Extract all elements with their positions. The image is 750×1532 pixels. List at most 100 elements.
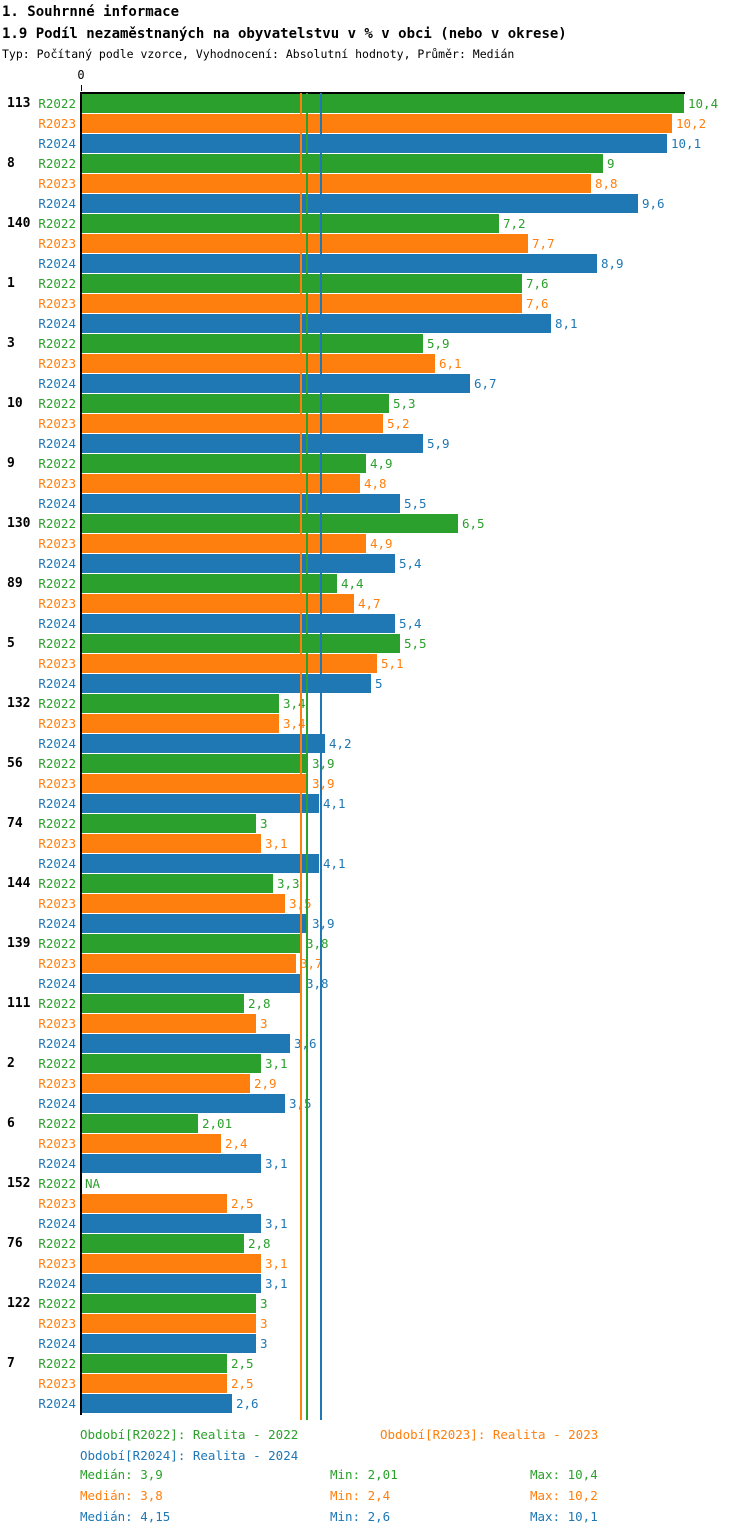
series-row-label: R2022 [38, 756, 76, 771]
bar-value-label: 3 [260, 1336, 268, 1351]
group-label: 113 [7, 96, 31, 111]
bar-value-label: 3,8 [306, 976, 329, 991]
series-row-label: R2022 [38, 156, 76, 171]
series-row-label: R2024 [38, 196, 76, 211]
bar-segment [82, 1154, 261, 1173]
bar-value-label: 2,5 [231, 1356, 254, 1371]
group-label: 2 [7, 1056, 15, 1071]
bar-value-label: 7,7 [532, 236, 555, 251]
bar-value-label: 10,4 [688, 96, 719, 111]
bar-value-label: 3,1 [265, 1216, 288, 1231]
bar-segment [82, 774, 308, 793]
legend-min-value: Min: 2,4 [330, 1488, 391, 1503]
series-row-label: R2024 [38, 316, 76, 331]
series-row-label: R2024 [38, 736, 76, 751]
group-label: 89 [7, 576, 23, 591]
bar-value-label: 3,1 [265, 1156, 288, 1171]
bar-value-label: 5 [375, 676, 383, 691]
bar-segment [82, 1214, 261, 1233]
bar-value-label: 5,2 [387, 416, 410, 431]
series-row-label: R2024 [38, 1336, 76, 1351]
bar-value-label: 3 [260, 1016, 268, 1031]
bar-segment [82, 394, 389, 413]
axis-tick [81, 85, 82, 91]
series-row-label: R2023 [38, 1016, 76, 1031]
bar-value-label: 9 [607, 156, 615, 171]
series-row-label: R2023 [38, 956, 76, 971]
bar-value-label: 4,7 [358, 596, 381, 611]
bar-segment [82, 334, 423, 353]
bar-segment [82, 954, 296, 973]
bar-value-label: 3,1 [265, 1276, 288, 1291]
median-line-r2022 [306, 93, 308, 1420]
bar-segment [82, 534, 366, 553]
series-row-label: R2024 [38, 496, 76, 511]
bar-segment [82, 1014, 256, 1033]
series-row-label: R2022 [38, 276, 76, 291]
bar-value-label: 5,3 [393, 396, 416, 411]
bar-segment [82, 434, 423, 453]
median-line-r2023 [300, 93, 302, 1420]
series-row-label: R2024 [38, 916, 76, 931]
bar-segment [82, 1134, 221, 1153]
axis-top-line [81, 92, 685, 94]
bar-segment [82, 934, 302, 953]
bar-value-label: 3,7 [300, 956, 323, 971]
bar-value-label: 3,9 [312, 756, 335, 771]
series-row-label: R2023 [38, 596, 76, 611]
series-row-label: R2024 [38, 376, 76, 391]
bar-value-label: 4,4 [341, 576, 364, 591]
bar-segment [82, 594, 354, 613]
bar-value-label: 3,6 [294, 1036, 317, 1051]
series-row-label: R2024 [38, 616, 76, 631]
bar-value-label: 3,9 [312, 916, 335, 931]
group-label: 132 [7, 696, 31, 711]
series-row-label: R2024 [38, 1036, 76, 1051]
bar-value-label: 3,4 [283, 716, 306, 731]
series-row-label: R2023 [38, 236, 76, 251]
series-row-label: R2024 [38, 676, 76, 691]
bar-value-label: 7,2 [503, 216, 526, 231]
bar-segment [82, 614, 395, 633]
axis-origin-label: 0 [77, 68, 85, 82]
bar-segment [82, 194, 638, 213]
bar-segment [82, 1114, 198, 1133]
bar-value-label: 2,01 [202, 1116, 233, 1131]
group-label: 6 [7, 1116, 15, 1131]
series-row-label: R2024 [38, 856, 76, 871]
bar-value-label: 3 [260, 1316, 268, 1331]
series-row-label: R2022 [38, 96, 76, 111]
bar-segment [82, 514, 458, 533]
series-row-label: R2022 [38, 1296, 76, 1311]
bar-segment [82, 494, 400, 513]
series-row-label: R2022 [38, 576, 76, 591]
bar-value-label: 5,1 [381, 656, 404, 671]
group-label: 56 [7, 756, 23, 771]
bar-value-label: 7,6 [526, 296, 549, 311]
bar-segment [82, 1314, 256, 1333]
bar-segment [82, 1074, 250, 1093]
series-row-label: R2022 [38, 1116, 76, 1131]
bar-segment [82, 1234, 244, 1253]
legend-period-label: Období[R2022]: Realita - 2022 [80, 1427, 299, 1442]
series-row-label: R2022 [38, 1176, 76, 1191]
group-label: 122 [7, 1296, 31, 1311]
bar-value-label: 4,2 [329, 736, 352, 751]
series-row-label: R2022 [38, 936, 76, 951]
bar-segment [82, 754, 308, 773]
bar-segment [82, 1334, 256, 1353]
series-row-label: R2024 [38, 1396, 76, 1411]
bar-segment [82, 1374, 227, 1393]
series-row-label: R2022 [38, 1056, 76, 1071]
bar-segment [82, 134, 667, 153]
bar-value-label: 8,1 [555, 316, 578, 331]
bar-value-label: 2,9 [254, 1076, 277, 1091]
series-row-label: R2024 [38, 1156, 76, 1171]
bar-segment [82, 214, 499, 233]
group-label: 152 [7, 1176, 31, 1191]
bar-value-label: 8,9 [601, 256, 624, 271]
bar-value-label: 7,6 [526, 276, 549, 291]
bar-segment [82, 694, 279, 713]
bar-value-label: 5,9 [427, 436, 450, 451]
group-label: 139 [7, 936, 31, 951]
